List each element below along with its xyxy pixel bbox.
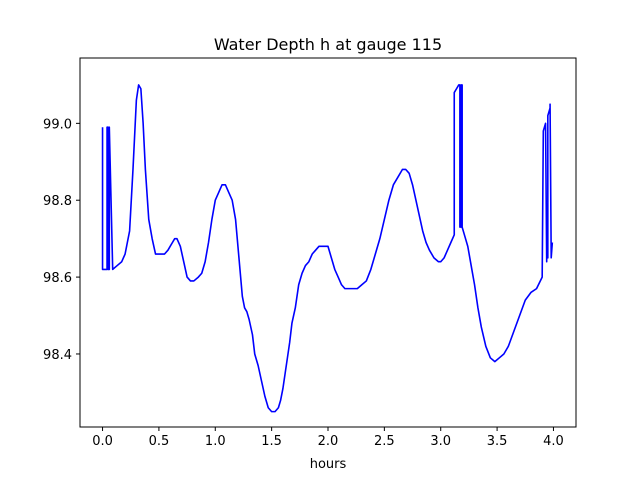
y-tick-label: 98.4 [43, 348, 72, 363]
x-tick-label: 0.5 [149, 434, 170, 449]
x-tick-label: 4.0 [543, 434, 564, 449]
x-tick-label: 1.0 [205, 434, 226, 449]
plot-area: 0.0 0.5 1.0 1.5 2.0 2.5 3.0 3.5 4.0 98.4 98.6 98.8… [43, 57, 577, 449]
y-axis-ticks: 98.4 98.6 98.8 99.0 [43, 117, 80, 363]
y-tick-label: 98.6 [43, 271, 72, 286]
x-tick-label: 2.5 [374, 434, 395, 449]
x-tick-label: 3.5 [487, 434, 508, 449]
series-layer [101, 84, 554, 413]
x-tick-label: 0.0 [92, 434, 113, 449]
x-tick-label: 2.0 [318, 434, 339, 449]
y-tick-label: 99.0 [43, 117, 72, 132]
series-line-0 [101, 84, 554, 413]
x-axis-label: hours [310, 457, 347, 472]
chart-title: Water Depth h at gauge 115 [214, 35, 442, 54]
x-axis-ticks: 0.0 0.5 1.0 1.5 2.0 2.5 3.0 3.5 4.0 [92, 427, 564, 449]
x-tick-label: 3.0 [430, 434, 451, 449]
x-tick-label: 1.5 [261, 434, 282, 449]
y-tick-label: 98.8 [43, 194, 72, 209]
